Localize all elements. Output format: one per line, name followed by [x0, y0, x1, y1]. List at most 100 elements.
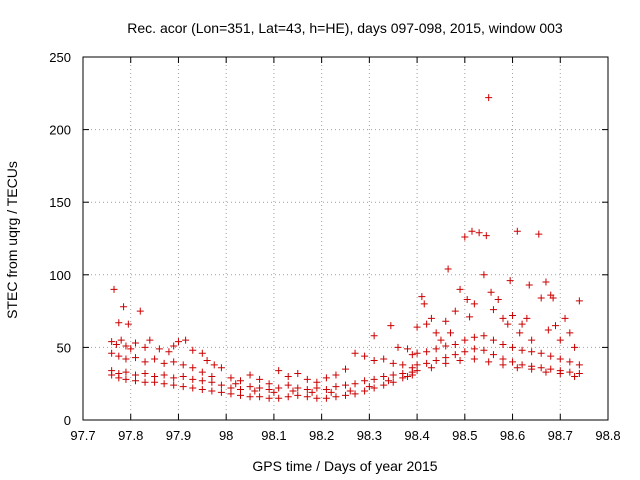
data-point	[170, 342, 178, 350]
data-point	[342, 391, 349, 399]
data-point	[332, 393, 340, 401]
data-point	[575, 297, 583, 305]
data-point	[380, 372, 388, 380]
data-point	[525, 281, 533, 289]
data-point	[442, 317, 450, 325]
data-point	[413, 367, 421, 375]
data-point	[284, 393, 292, 401]
data-point	[122, 355, 130, 363]
data-point	[404, 372, 412, 380]
data-point	[351, 390, 359, 398]
data-point	[151, 378, 159, 386]
data-point	[408, 351, 416, 359]
data-point	[332, 383, 340, 391]
data-point	[542, 278, 550, 286]
x-tick-label: 97.9	[166, 428, 191, 443]
data-point	[303, 386, 311, 394]
data-point	[170, 381, 178, 389]
data-point	[112, 340, 120, 348]
data-point	[480, 346, 488, 354]
data-point	[461, 336, 469, 344]
data-point	[108, 371, 116, 379]
data-point	[423, 348, 431, 356]
data-point	[294, 391, 302, 399]
data-point	[289, 387, 297, 395]
data-point	[361, 377, 369, 385]
data-point	[566, 358, 574, 366]
data-points	[108, 94, 583, 402]
data-point	[466, 313, 474, 321]
data-point	[370, 356, 378, 364]
x-axis: 97.7 97.8 97.9 98 98.1 98.2 98.3 98.4 98.5 98.6 98…	[70, 57, 621, 443]
data-point	[518, 346, 526, 354]
data-point	[120, 303, 128, 311]
data-point	[494, 295, 502, 303]
data-point	[361, 352, 369, 360]
data-point	[470, 355, 478, 363]
data-point	[189, 384, 197, 392]
data-point	[365, 383, 373, 391]
data-point	[461, 233, 469, 241]
data-point	[537, 349, 545, 357]
data-point	[513, 364, 521, 372]
data-point	[461, 348, 469, 356]
x-tick-label: 98.7	[548, 428, 573, 443]
data-point	[456, 356, 464, 364]
data-point	[141, 370, 149, 378]
x-tick-label: 98.3	[357, 428, 382, 443]
data-point	[115, 352, 123, 360]
data-point	[132, 377, 139, 385]
data-point	[499, 314, 507, 322]
data-point	[556, 355, 564, 363]
data-point	[537, 364, 545, 372]
data-point	[370, 332, 378, 340]
y-tick-label: 250	[49, 50, 71, 65]
data-point	[499, 361, 507, 369]
data-point	[322, 374, 330, 382]
data-point	[294, 384, 302, 392]
data-point	[408, 371, 416, 379]
data-point	[561, 314, 569, 322]
data-point	[198, 368, 206, 376]
data-point	[556, 370, 564, 378]
data-point	[387, 322, 395, 330]
data-point	[165, 348, 173, 356]
data-point	[384, 377, 392, 385]
data-point	[132, 339, 139, 347]
data-point	[265, 386, 273, 394]
data-point	[332, 371, 340, 379]
y-tick-label: 0	[64, 413, 71, 428]
data-point	[447, 329, 454, 337]
data-point	[124, 320, 132, 328]
data-point	[509, 343, 517, 351]
data-point	[179, 372, 187, 380]
y-tick-label: 200	[49, 123, 71, 138]
data-point	[547, 365, 555, 373]
data-point	[265, 394, 273, 402]
data-point	[198, 386, 206, 394]
data-point	[451, 340, 459, 348]
data-point	[566, 329, 574, 337]
data-point	[509, 311, 517, 319]
data-point	[552, 322, 559, 330]
data-point	[122, 375, 130, 383]
data-point	[108, 349, 116, 357]
data-point	[489, 336, 497, 344]
data-point	[351, 380, 359, 388]
data-point	[232, 380, 240, 388]
y-axis: 0 50 100 150 200 250	[49, 50, 608, 428]
data-point	[270, 388, 278, 396]
x-tick-label: 98.4	[404, 428, 429, 443]
data-point	[308, 388, 316, 396]
data-point	[346, 387, 354, 395]
data-point	[413, 349, 421, 357]
data-point	[246, 371, 254, 379]
plot-frame	[82, 56, 609, 421]
data-point	[547, 352, 555, 360]
data-point	[132, 354, 139, 362]
data-point	[444, 265, 452, 273]
data-point	[174, 338, 182, 346]
data-point	[437, 336, 445, 344]
data-point	[404, 345, 412, 353]
data-point	[160, 359, 168, 367]
